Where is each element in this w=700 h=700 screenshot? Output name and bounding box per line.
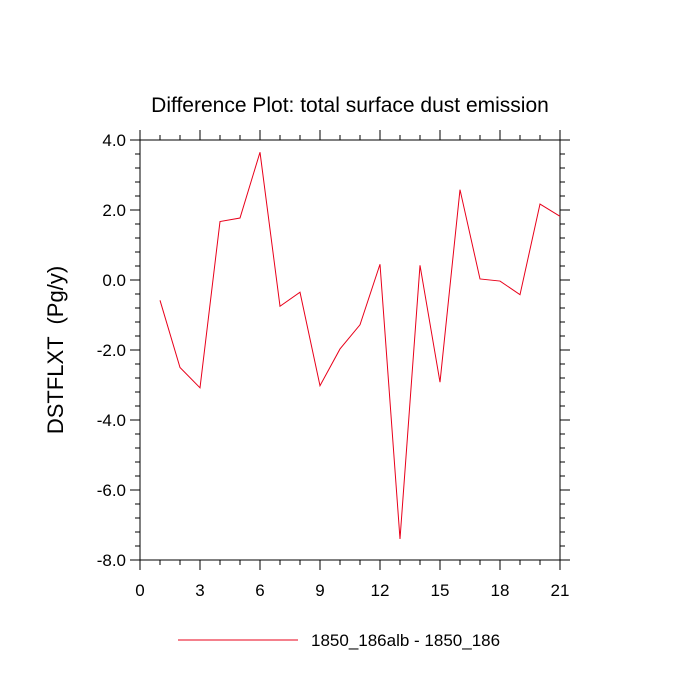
x-tick-labels: 0 3 6 9 12 15 18 21 — [135, 581, 569, 600]
y-tick-labels: -8.0 -6.0 -4.0 -2.0 0.0 2.0 4.0 — [97, 131, 126, 570]
x-tick-label: 18 — [491, 581, 510, 600]
series-lines — [159, 152, 561, 540]
plot-frame — [139, 139, 561, 561]
x-tick-label: 6 — [255, 581, 264, 600]
legend: 1850_186alb - 1850_186 — [178, 631, 500, 650]
x-tick-label: 3 — [195, 581, 204, 600]
axis-ticks — [130, 130, 570, 570]
x-tick-label: 0 — [135, 581, 144, 600]
y-axis-label: DSTFLXT (Pg/y) — [43, 266, 68, 434]
y-tick-label: -8.0 — [97, 551, 126, 570]
x-tick-label: 15 — [431, 581, 450, 600]
y-tick-label: -6.0 — [97, 481, 126, 500]
series-line-0 — [159, 152, 561, 540]
x-tick-label: 12 — [371, 581, 390, 600]
legend-label: 1850_186alb - 1850_186 — [311, 631, 500, 650]
y-tick-label: 4.0 — [102, 131, 126, 150]
y-tick-label: 0.0 — [102, 271, 126, 290]
plot-border — [139, 139, 561, 561]
x-tick-label: 9 — [315, 581, 324, 600]
x-tick-label: 21 — [551, 581, 570, 600]
chart-title: Difference Plot: total surface dust emis… — [151, 94, 549, 117]
y-tick-label: -2.0 — [97, 341, 126, 360]
y-tick-label: -4.0 — [97, 411, 126, 430]
y-tick-label: 2.0 — [102, 201, 126, 220]
